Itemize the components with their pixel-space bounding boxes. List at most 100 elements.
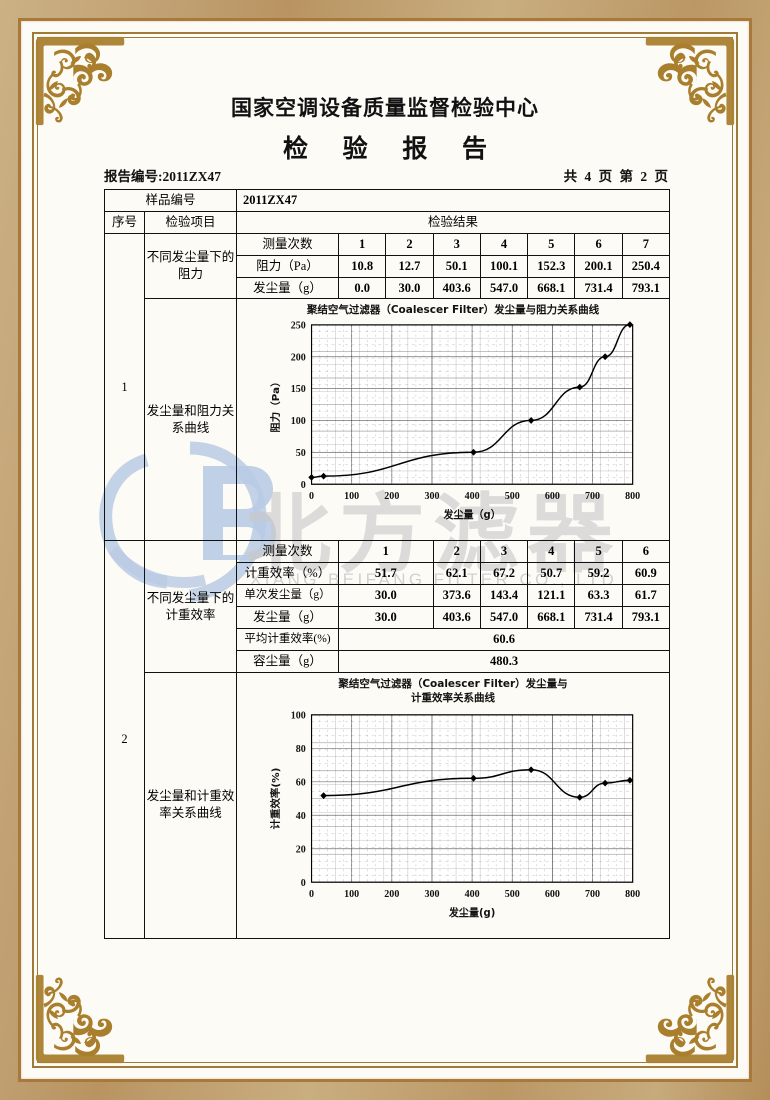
sample-no-value: 2011ZX47 bbox=[236, 189, 670, 212]
cell: 50.7 bbox=[527, 562, 576, 586]
chart-efficiency: 聚结空气过滤器（Coalescer Filter）发尘量与 计重效率关系曲线 0… bbox=[237, 673, 669, 938]
avg-efficiency-value: 60.6 bbox=[338, 627, 670, 651]
svg-text:发尘量(g): 发尘量(g) bbox=[448, 906, 495, 919]
cell: 793.1 bbox=[621, 606, 671, 629]
svg-text:50: 50 bbox=[296, 448, 306, 459]
row-1-seq: 1 bbox=[104, 232, 145, 542]
row-2-sub-label-3: 发尘量（g） bbox=[236, 606, 340, 629]
svg-text:100: 100 bbox=[344, 491, 359, 502]
table-row-1-measure-count: 1 不同发尘量下的阻力 测量次数 1 2 3 4 5 6 7 bbox=[104, 232, 671, 542]
border-rule-inner bbox=[37, 37, 733, 1063]
cell: 668.1 bbox=[527, 606, 576, 629]
cell: 4 bbox=[527, 540, 576, 564]
col-header-item: 检验项目 bbox=[143, 210, 238, 234]
svg-text:200: 200 bbox=[384, 491, 399, 502]
chart-2-title-line2: 计重效率关系曲线 bbox=[411, 691, 495, 704]
row-2-item-b: 发尘量和计重效率关系曲线 bbox=[143, 671, 238, 939]
svg-text:0: 0 bbox=[309, 491, 314, 502]
chart-1-title: 聚结空气过滤器（Coalescer Filter）发尘量与阻力关系曲线 bbox=[306, 304, 600, 317]
chart-2-title: 聚结空气过滤器（Coalescer Filter）发尘量与 计重效率关系曲线 bbox=[237, 677, 669, 705]
svg-text:400: 400 bbox=[465, 889, 480, 900]
cell: 121.1 bbox=[527, 584, 576, 607]
svg-text:500: 500 bbox=[505, 491, 520, 502]
chart-2-title-line1: 聚结空气过滤器（Coalescer Filter）发尘量与 bbox=[338, 677, 568, 690]
cell: 30.0 bbox=[338, 584, 434, 607]
cell: 7 bbox=[621, 232, 671, 256]
svg-text:700: 700 bbox=[585, 491, 600, 502]
chart-2-svg: 0 20 40 60 80 100 0 100 200 300 400 500 600 700 800 计重效… bbox=[269, 710, 640, 919]
svg-text:60: 60 bbox=[296, 777, 306, 788]
table-row-2-measure-count: 2 不同发尘量下的计重效率 测量次数 1 2 3 4 5 6 bbox=[104, 540, 671, 939]
svg-text:300: 300 bbox=[424, 889, 439, 900]
row-1-sub-label-2: 发尘量（g） bbox=[236, 276, 340, 300]
cell: 30.0 bbox=[338, 606, 434, 629]
table-row-2-dust-amount: 发尘量（g） 30.0 403.6 547.0 668.1 731.4 793.… bbox=[105, 606, 671, 629]
row-2-seq: 2 bbox=[104, 540, 145, 939]
cell: 403.6 bbox=[432, 276, 481, 300]
svg-text:0: 0 bbox=[309, 889, 314, 900]
cell: 61.7 bbox=[621, 584, 671, 607]
table-row-1-dust-amount: 发尘量（g） 0.0 30.0 403.6 547.0 668.1 731.4 … bbox=[105, 276, 671, 300]
cell: 547.0 bbox=[479, 606, 529, 629]
cell: 2 bbox=[432, 540, 481, 564]
cell: 200.1 bbox=[574, 254, 623, 278]
page-title: 检 验 报 告 bbox=[282, 134, 501, 163]
table-row-2-dust-capacity: 容尘量（g） 480.3 bbox=[105, 649, 670, 673]
cell: 152.3 bbox=[527, 254, 576, 278]
cell: 62.1 bbox=[432, 562, 481, 586]
cell: 793.1 bbox=[621, 276, 671, 300]
chart-cell-efficiency: 聚结空气过滤器（Coalescer Filter）发尘量与 计重效率关系曲线 0… bbox=[236, 671, 670, 939]
table-row-1-chart: 发尘量和阻力关系曲线 聚结空气过滤器（Coalescer Filter）发尘量与… bbox=[105, 298, 670, 542]
cell: 1 bbox=[338, 540, 434, 564]
cell: 59.2 bbox=[574, 562, 623, 586]
svg-text:500: 500 bbox=[505, 889, 520, 900]
cell: 143.4 bbox=[479, 584, 529, 607]
cell: 60.9 bbox=[621, 562, 671, 586]
svg-text:0: 0 bbox=[301, 877, 306, 888]
cell: 50.1 bbox=[432, 254, 481, 278]
table-row-2-chart: 发尘量和计重效率关系曲线 聚结空气过滤器（Coalescer Filter）发尘… bbox=[105, 671, 670, 939]
dust-capacity-value: 480.3 bbox=[338, 649, 670, 673]
svg-text:400: 400 bbox=[465, 491, 480, 502]
row-2-sub-label-0: 测量次数 bbox=[236, 540, 340, 564]
svg-text:150: 150 bbox=[291, 384, 306, 395]
dust-capacity-label: 容尘量（g） bbox=[236, 649, 340, 673]
cell: 3 bbox=[479, 540, 529, 564]
inspection-results-table: 样品编号 2011ZX47 序号 检验项目 检验结果 1 不同发尘量下的阻力 测… bbox=[103, 189, 671, 939]
report-meta-row: 报告编号:2011ZX47 共 4 页 第 2 页 bbox=[104, 165, 670, 185]
cell: 668.1 bbox=[527, 276, 576, 300]
cell: 731.4 bbox=[574, 276, 623, 300]
report-number: 报告编号:2011ZX47 bbox=[104, 169, 222, 184]
table-row-sample-no: 样品编号 2011ZX47 bbox=[103, 189, 670, 212]
chart-resistance: 聚结空气过滤器（Coalescer Filter）发尘量与阻力关系曲线 0 50 1… bbox=[237, 299, 669, 540]
organization-name: 国家空调设备质量监督检验中心 bbox=[231, 96, 539, 120]
row-2-sub-label-1: 计重效率（%） bbox=[236, 562, 340, 586]
cell: 30.0 bbox=[385, 276, 434, 300]
avg-efficiency-label: 平均计重效率(%) bbox=[236, 627, 340, 651]
svg-text:200: 200 bbox=[384, 889, 399, 900]
svg-text:600: 600 bbox=[545, 889, 560, 900]
svg-text:800: 800 bbox=[625, 491, 640, 502]
row-1-sub-label-0: 测量次数 bbox=[236, 232, 340, 256]
svg-text:40: 40 bbox=[296, 810, 306, 821]
border-rule-outer bbox=[32, 32, 738, 1068]
chart-cell-resistance: 聚结空气过滤器（Coalescer Filter）发尘量与阻力关系曲线 0 50 1… bbox=[236, 298, 670, 542]
svg-text:700: 700 bbox=[585, 889, 600, 900]
row-1-item-a: 不同发尘量下的阻力 bbox=[143, 232, 238, 300]
svg-text:80: 80 bbox=[296, 743, 306, 754]
svg-text:发尘量（g）: 发尘量（g） bbox=[443, 508, 501, 521]
svg-text:100: 100 bbox=[344, 889, 359, 900]
svg-text:0: 0 bbox=[301, 480, 306, 491]
cell: 403.6 bbox=[432, 606, 481, 629]
row-1-sub-label-1: 阻力（Pa） bbox=[236, 254, 340, 278]
cell: 67.2 bbox=[479, 562, 529, 586]
cell: 6 bbox=[621, 540, 671, 564]
svg-text:阻力（Pa）: 阻力（Pa） bbox=[269, 377, 282, 433]
svg-text:20: 20 bbox=[296, 844, 306, 855]
cell: 731.4 bbox=[574, 606, 623, 629]
cell: 63.3 bbox=[574, 584, 623, 607]
col-header-result: 检验结果 bbox=[236, 210, 670, 234]
cell: 5 bbox=[527, 232, 576, 256]
cell: 6 bbox=[574, 232, 623, 256]
